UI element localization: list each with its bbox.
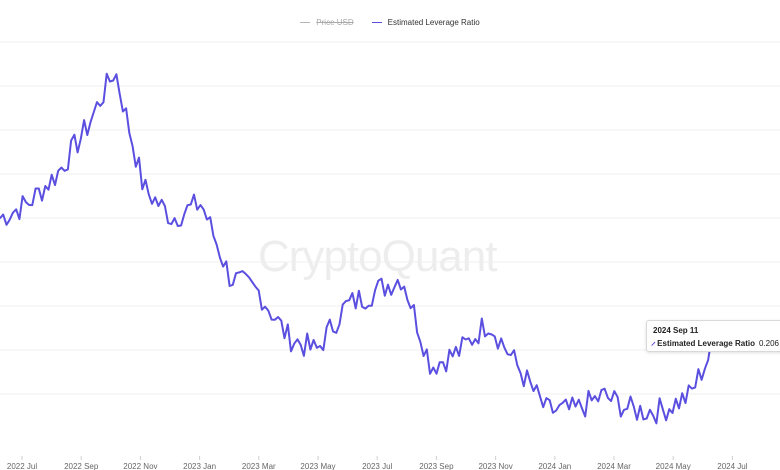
- x-tick-label: 2024 Mar: [597, 462, 631, 470]
- chart-legend: Price USD Estimated Leverage Ratio: [0, 18, 780, 27]
- x-tick-label: 2023 Mar: [242, 462, 276, 470]
- x-tick-label: 2024 May: [656, 462, 691, 470]
- chart-grid: [0, 41, 780, 395]
- tooltip-series-name: Estimated Leverage Ratio: [657, 339, 755, 348]
- x-tick-label: 2024 Jul: [717, 462, 747, 470]
- legend-label-price-usd: Price USD: [316, 18, 354, 27]
- legend-item-leverage-ratio[interactable]: Estimated Leverage Ratio: [371, 18, 480, 27]
- x-tick-label: 2023 Jul: [362, 462, 392, 470]
- legend-swatch-price-usd: [300, 22, 311, 23]
- x-tick-label: 2022 Jul: [7, 462, 37, 470]
- x-axis: 2022 Jul 2022 Sep 2022 Nov 2023 Jan 2023 Mar…: [7, 456, 748, 470]
- legend-item-price-usd[interactable]: Price USD: [300, 18, 354, 27]
- chart-tooltip: 2024 Sep 11 Estimated Leverage Ratio 0.2…: [646, 320, 780, 352]
- x-tick-label: 2022 Nov: [123, 462, 157, 470]
- watermark: CryptoQuant: [258, 232, 497, 281]
- tooltip-value: 0.206: [758, 339, 779, 348]
- legend-swatch-leverage-ratio: [371, 22, 382, 23]
- tooltip-date: 2024 Sep 11: [653, 326, 699, 335]
- x-tick-label: 2023 May: [300, 462, 335, 470]
- x-tick-label: 2023 Jan: [183, 462, 216, 470]
- x-tick-label: 2024 Jan: [538, 462, 571, 470]
- x-tick-label: 2023 Nov: [478, 462, 512, 470]
- series-line-leverage-ratio[interactable]: [0, 72, 777, 425]
- x-tick-label: 2022 Sep: [64, 462, 99, 470]
- tooltip-row: Estimated Leverage Ratio 0.206: [651, 339, 779, 348]
- x-tick-label: 2023 Sep: [419, 462, 454, 470]
- legend-label-leverage-ratio: Estimated Leverage Ratio: [387, 18, 480, 27]
- tooltip-series-marker: [651, 341, 655, 346]
